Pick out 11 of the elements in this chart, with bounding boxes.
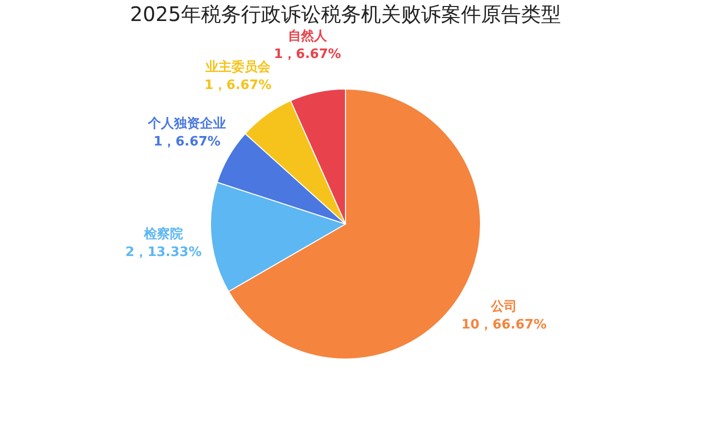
slice-label: 个人独资企业 xyxy=(147,116,226,132)
slice-label: 自然人 xyxy=(288,29,328,44)
chart-title: 2025年税务行政诉讼税务机关败诉案件原告类型 xyxy=(130,2,561,26)
data-label: 1，6.67% xyxy=(274,47,342,62)
slice-label: 检察院 xyxy=(143,226,183,242)
data-label: 1，6.67% xyxy=(204,78,272,93)
data-label: 10，66.67% xyxy=(461,318,547,332)
data-label: 2，13.33% xyxy=(125,245,202,260)
slice-label: 公司 xyxy=(490,300,517,314)
data-label: 1，6.67% xyxy=(153,134,221,150)
slice-label: 业主委员会 xyxy=(204,58,272,75)
